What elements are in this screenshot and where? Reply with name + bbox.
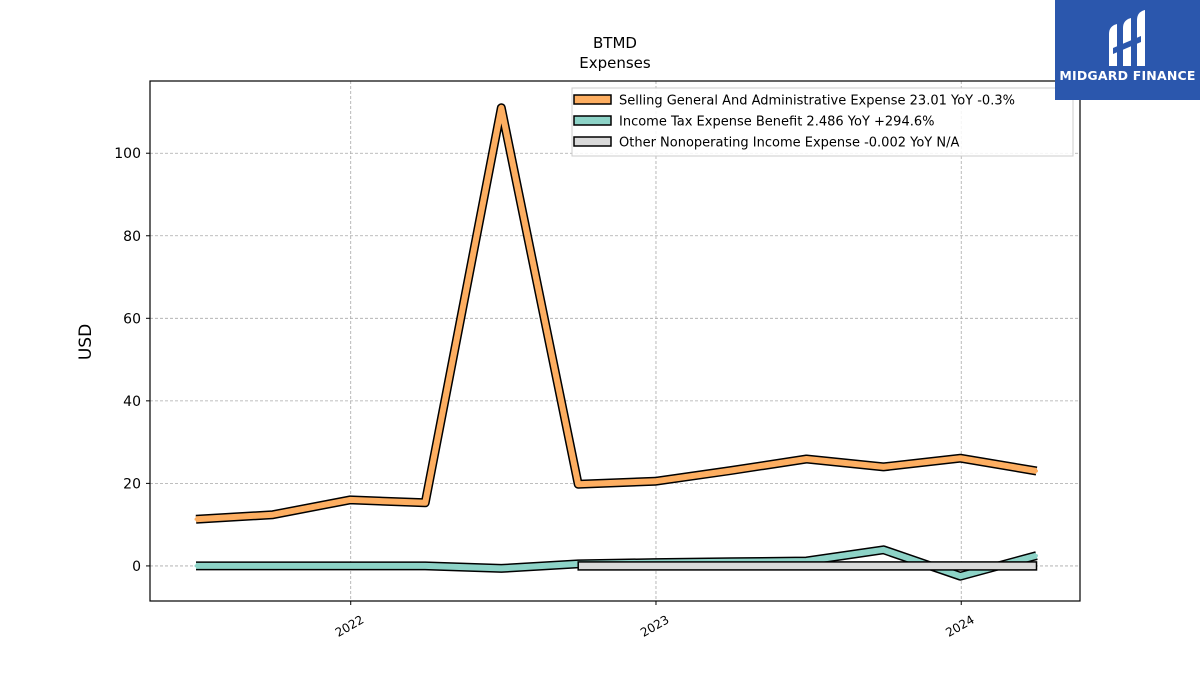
- data-point: [881, 465, 885, 469]
- chart-title: BTMD: [593, 34, 637, 52]
- grid-lines: [150, 81, 1080, 601]
- legend-swatch: [573, 94, 612, 105]
- data-point: [194, 517, 198, 521]
- data-point: [194, 564, 198, 568]
- legend-label: Other Nonoperating Income Expense -0.002…: [619, 136, 959, 151]
- y-tick-label: 100: [114, 146, 141, 162]
- y-tick-label: 80: [123, 229, 141, 245]
- x-tick-label: 2022: [333, 612, 366, 639]
- y-tick-label: 40: [123, 394, 141, 410]
- x-tick-label: 2024: [943, 612, 976, 639]
- y-tick-label: 20: [123, 476, 141, 492]
- data-point: [271, 513, 275, 517]
- data-point: [348, 498, 352, 502]
- series-line-sga: [195, 104, 1037, 523]
- logo-mark-icon: [1109, 10, 1145, 66]
- data-point: [728, 469, 732, 473]
- x-axis-ticks: 2022 2023 2024: [333, 601, 977, 640]
- logo-text: MIDGARD FINANCE: [1059, 68, 1196, 83]
- y-tick-label: 60: [123, 311, 141, 327]
- series-outline: [195, 103, 1038, 524]
- legend-label: Selling General And Administrative Expen…: [619, 94, 1015, 109]
- series-band-other-nonoperating: [577, 561, 1038, 571]
- data-point: [653, 479, 657, 483]
- data-point: [805, 457, 809, 461]
- data-point: [499, 106, 503, 110]
- x-tick-label: 2023: [638, 612, 671, 639]
- data-point: [423, 501, 427, 505]
- data-point: [1035, 469, 1039, 473]
- data-point: [958, 574, 962, 578]
- midgard-finance-logo: MIDGARD FINANCE: [1055, 0, 1200, 100]
- data-point: [958, 456, 962, 460]
- legend-label: Income Tax Expense Benefit 2.486 YoY +29…: [619, 115, 934, 130]
- plot-frame: [149, 80, 1081, 602]
- series-layer: [194, 103, 1039, 581]
- legend-box: [571, 87, 1074, 157]
- legend-swatch: [573, 136, 612, 147]
- data-point: [1035, 554, 1039, 558]
- data-point: [499, 566, 503, 570]
- legend: Selling General And Administrative Expen…: [571, 87, 1074, 157]
- data-point: [881, 548, 885, 552]
- y-axis-ticks: 0 20 40 60 80 100: [114, 146, 150, 575]
- data-point: [271, 564, 275, 568]
- legend-swatch: [573, 115, 612, 126]
- data-point: [423, 564, 427, 568]
- y-axis-label: USD: [76, 324, 96, 360]
- y-tick-label: 0: [132, 559, 141, 575]
- data-point: [576, 482, 580, 486]
- chart-subtitle: Expenses: [579, 54, 651, 72]
- data-point: [348, 564, 352, 568]
